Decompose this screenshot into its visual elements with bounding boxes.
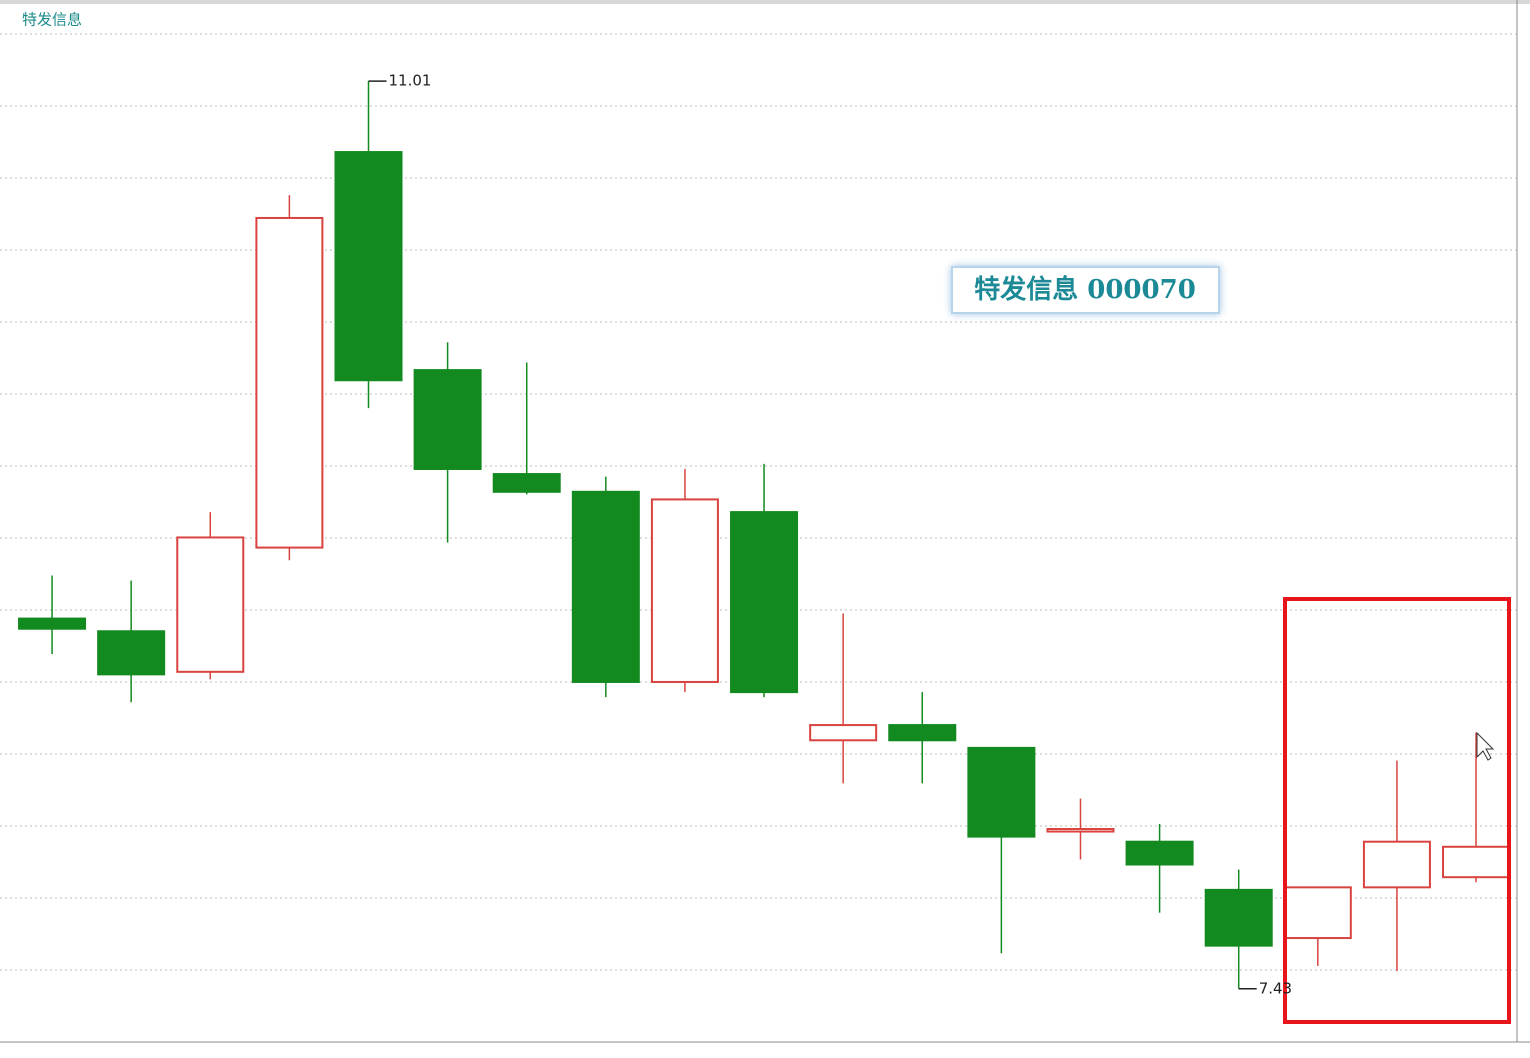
candle-body (97, 630, 166, 676)
highlight-box (1283, 597, 1511, 1024)
toolbar-strip (0, 0, 1530, 4)
candle-body (255, 216, 324, 549)
indicator-label: 特发信息 (22, 11, 82, 29)
candle-body (809, 724, 878, 742)
candle-body (1204, 888, 1273, 947)
candle-body (176, 536, 245, 673)
candle-body (1046, 828, 1115, 833)
candle-body (1442, 845, 1511, 879)
cursor (1476, 731, 1495, 761)
min-label: 7.43 (1259, 979, 1292, 997)
candle-body (571, 490, 640, 683)
candle-body (650, 498, 719, 683)
candles (18, 81, 1511, 989)
candle-body (18, 617, 87, 630)
candle-body (888, 724, 957, 742)
info-box (951, 266, 1220, 314)
candle-body (334, 151, 403, 382)
candle-body (413, 369, 482, 470)
max-label: 11.01 (388, 72, 431, 90)
candle-body (1125, 840, 1194, 866)
candle-body (1283, 886, 1352, 940)
candle-body (730, 511, 799, 694)
info-box-text: 特发信息 000070 (974, 274, 1196, 305)
candle-body (492, 473, 561, 493)
candle-body (1362, 840, 1431, 889)
candle-body (967, 746, 1036, 838)
